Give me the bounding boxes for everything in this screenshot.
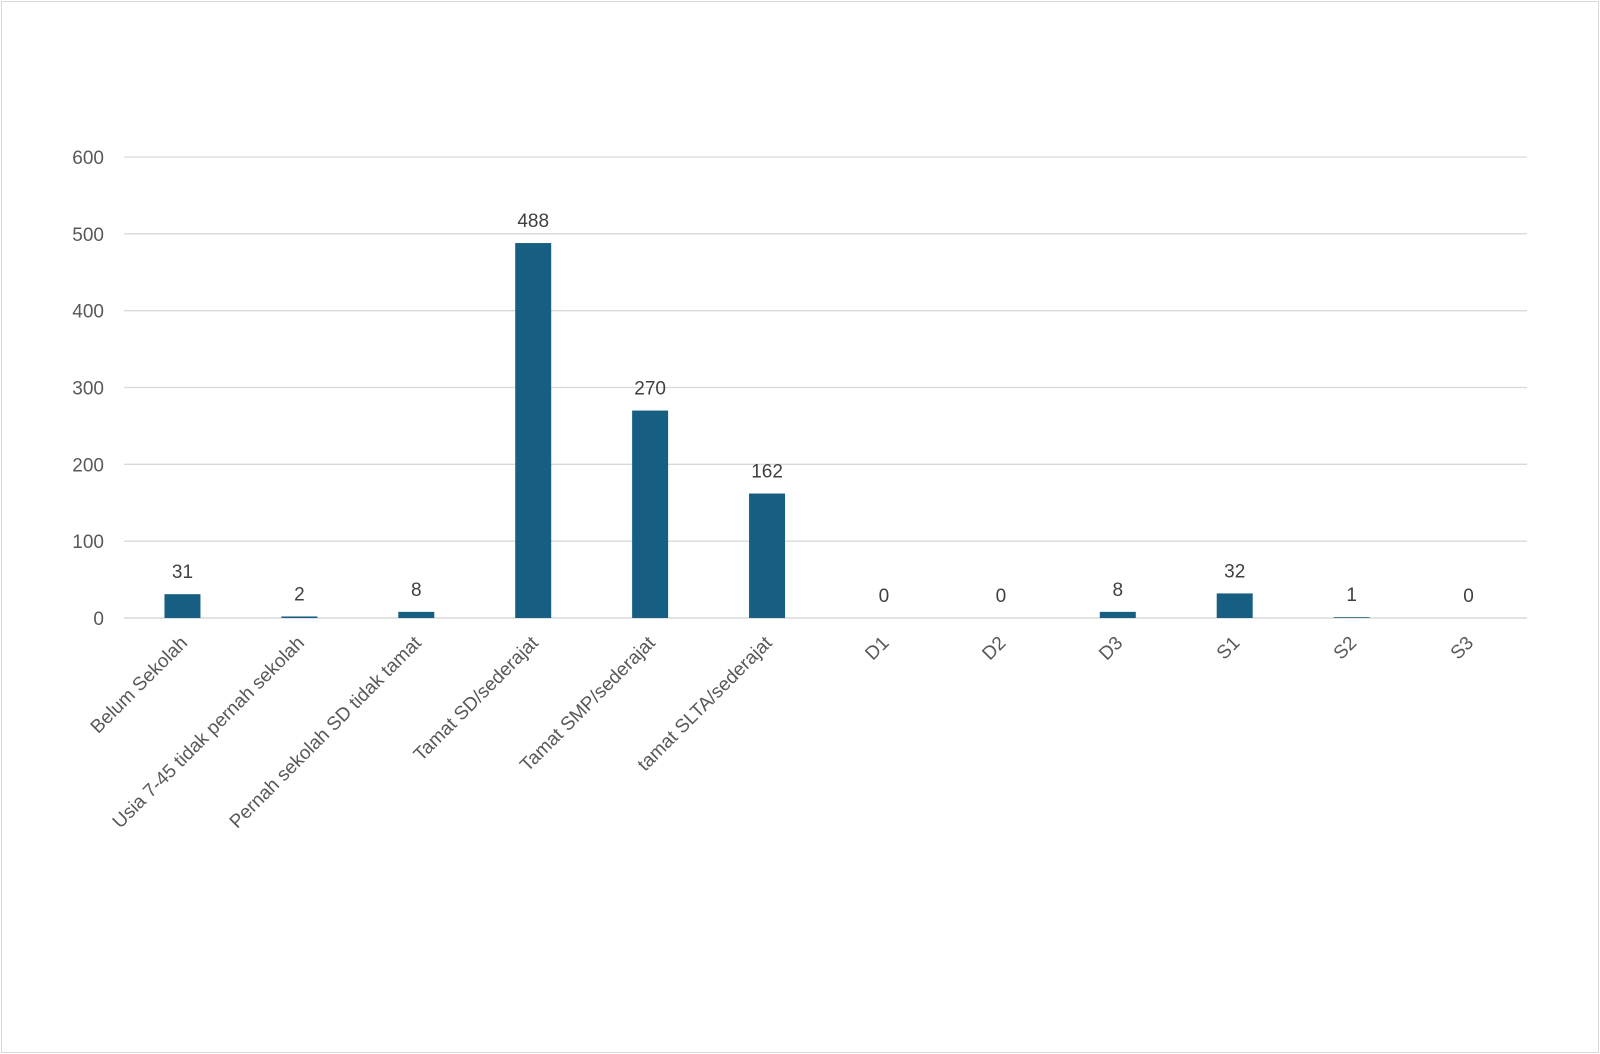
x-tick-label: tamat SLTA/sederajat bbox=[634, 632, 777, 775]
bar bbox=[398, 611, 435, 618]
x-tick-label: S2 bbox=[1330, 633, 1361, 664]
y-axis-ticks: 0 100 200 300 400 500 600 bbox=[72, 148, 104, 630]
bar bbox=[515, 243, 552, 618]
y-tick-label: 100 bbox=[72, 532, 104, 553]
x-tick-label: Tamat SMP/sederajat bbox=[516, 632, 660, 776]
data-label: 31 bbox=[172, 562, 193, 583]
bar bbox=[1216, 593, 1253, 618]
bar bbox=[749, 493, 786, 618]
data-label: 270 bbox=[634, 379, 666, 400]
bar bbox=[281, 616, 318, 618]
x-tick-label: Belum Sekolah bbox=[87, 633, 192, 738]
data-label: 488 bbox=[517, 211, 549, 232]
x-tick-label: Tamat SD/sederajat bbox=[410, 632, 543, 765]
bar bbox=[1333, 617, 1370, 618]
bar bbox=[1099, 611, 1136, 618]
data-label: 162 bbox=[751, 462, 783, 483]
data-label: 32 bbox=[1224, 561, 1245, 582]
x-tick-label: Pernah sekolah SD tidak tamat bbox=[226, 632, 427, 833]
x-tick-label: D3 bbox=[1095, 633, 1127, 665]
x-tick-label: S3 bbox=[1447, 633, 1478, 664]
x-tick-label: D2 bbox=[978, 633, 1010, 665]
y-tick-label: 0 bbox=[93, 609, 104, 630]
data-label: 8 bbox=[1113, 580, 1124, 601]
data-label: 1 bbox=[1346, 585, 1357, 606]
y-tick-label: 300 bbox=[72, 379, 104, 400]
data-label: 8 bbox=[411, 580, 422, 601]
x-tick-label: S1 bbox=[1213, 633, 1244, 664]
data-labels: 31 2 8 488 270 162 0 0 8 32 1 0 bbox=[172, 211, 1474, 607]
bar bbox=[164, 594, 201, 618]
bars bbox=[164, 243, 1370, 618]
gridlines bbox=[124, 156, 1527, 619]
data-label: 0 bbox=[996, 586, 1007, 607]
y-tick-label: 600 bbox=[72, 148, 104, 169]
x-tick-label: Usia 7-45 tidak pernah sekolah bbox=[109, 633, 309, 833]
y-tick-label: 400 bbox=[72, 302, 104, 323]
y-tick-label: 200 bbox=[72, 455, 104, 476]
data-label: 0 bbox=[879, 586, 890, 607]
data-label: 2 bbox=[294, 584, 305, 605]
x-tick-label: D1 bbox=[861, 633, 893, 665]
bar bbox=[632, 410, 669, 618]
data-label: 0 bbox=[1463, 586, 1474, 607]
y-tick-label: 500 bbox=[72, 225, 104, 246]
